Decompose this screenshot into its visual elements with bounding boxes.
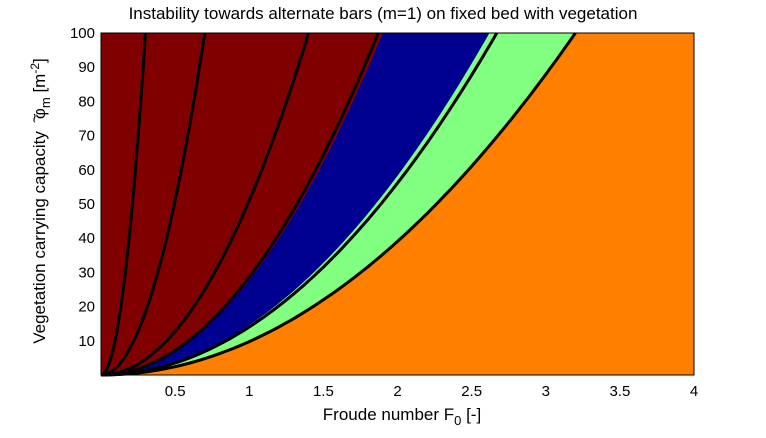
x-axis-ticks: 0.5 1 1.5 2 2.5 3 3.5 4 [165, 383, 698, 400]
y-axis-ticks: 10 20 30 40 50 60 70 80 90 100 [70, 25, 95, 350]
y-axis-label-tilde: ~ [25, 113, 44, 123]
black-curve-3 [100, 32, 310, 377]
y-tick-label: 10 [78, 333, 95, 350]
y-tick-label: 30 [78, 264, 95, 281]
y-tick-label: 20 [78, 299, 95, 316]
y-tick-label: 90 [78, 59, 95, 76]
y-tick-label: 60 [78, 162, 95, 179]
y-tick-label: 70 [78, 128, 95, 145]
y-tick-label: 100 [70, 25, 95, 42]
y-axis-label: Vegetation carrying capacityφm [m-2] [28, 58, 53, 344]
region-darkred [101, 33, 383, 375]
y-tick-label: 50 [78, 196, 95, 213]
x-tick-label: 2.5 [461, 383, 482, 400]
y-tick-label: 40 [78, 230, 95, 247]
chart-title: Instability towards alternate bars (m=1)… [129, 4, 638, 23]
curve-group [100, 32, 577, 377]
x-tick-label: 4 [690, 383, 698, 400]
x-tick-label: 3 [542, 383, 550, 400]
plot-area [100, 32, 695, 377]
x-tick-label: 1.5 [313, 383, 334, 400]
black-curve-1 [100, 32, 147, 377]
x-tick-label: 2 [393, 383, 401, 400]
y-tick-label: 80 [78, 93, 95, 110]
plot-frame [100, 32, 695, 376]
x-tick-label: 1 [245, 383, 253, 400]
black-curve-2 [100, 32, 207, 377]
x-tick-label: 0.5 [165, 383, 186, 400]
black-curve-4 [100, 32, 380, 377]
black-curve-6 [100, 32, 577, 377]
x-axis-label: Froude number F0 [-] [323, 405, 481, 428]
x-tick-label: 3.5 [609, 383, 630, 400]
black-curve-5 [100, 32, 499, 377]
